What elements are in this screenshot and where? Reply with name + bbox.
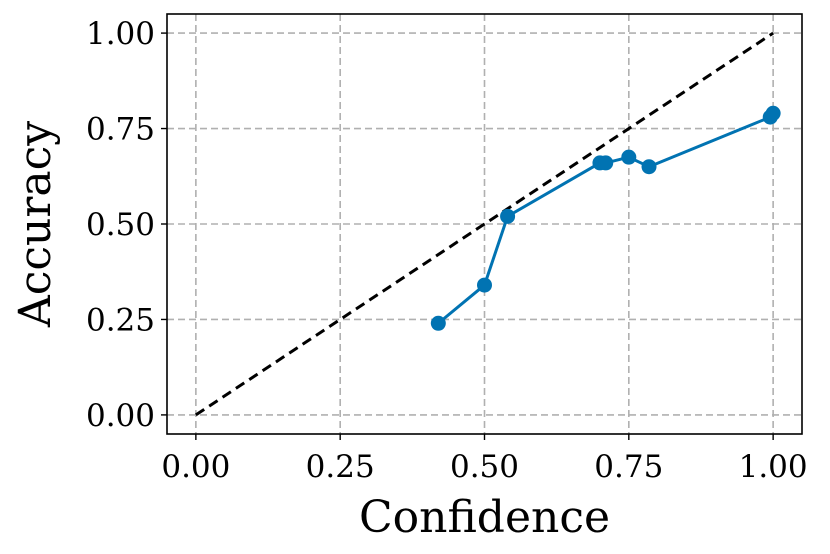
y-tick-label: 0.75: [86, 112, 155, 148]
y-axis-label: Accuracy: [10, 121, 61, 328]
data-point: [765, 105, 781, 121]
y-tick-label: 0.00: [86, 398, 155, 434]
series-line: [437, 112, 775, 325]
data-point: [621, 149, 637, 165]
x-tick-label: 0.25: [306, 449, 375, 485]
x-tick-label: 0.50: [450, 449, 519, 485]
y-tick-label: 0.50: [86, 207, 155, 243]
y-tick-label: 0.25: [86, 302, 155, 338]
x-tick-label: 1.00: [739, 449, 808, 485]
series-points: [430, 105, 781, 331]
x-tick-label: 0.00: [161, 449, 230, 485]
y-tick-label: 1.00: [86, 16, 155, 52]
perfect-calibration-line: [195, 31, 774, 417]
data-point: [641, 159, 657, 175]
data-point: [430, 315, 446, 331]
axis-ticks: 0.00 0.25 0.50 0.75 1.00 0.00 0.25 0.50 0.75 1.00: [86, 16, 808, 485]
x-axis-label: Confidence: [359, 492, 610, 543]
grid-lines: [167, 14, 802, 434]
x-tick-label: 0.75: [594, 449, 663, 485]
data-point: [500, 208, 516, 224]
data-point: [598, 155, 614, 171]
data-point: [477, 277, 492, 293]
